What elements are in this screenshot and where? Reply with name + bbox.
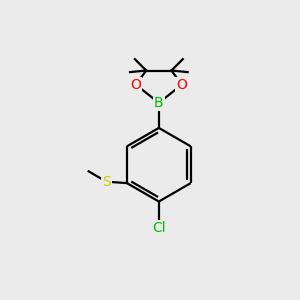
Text: Cl: Cl <box>152 221 166 235</box>
Text: O: O <box>176 78 187 92</box>
Text: S: S <box>102 175 111 189</box>
Text: B: B <box>154 96 164 110</box>
Text: O: O <box>130 78 141 92</box>
